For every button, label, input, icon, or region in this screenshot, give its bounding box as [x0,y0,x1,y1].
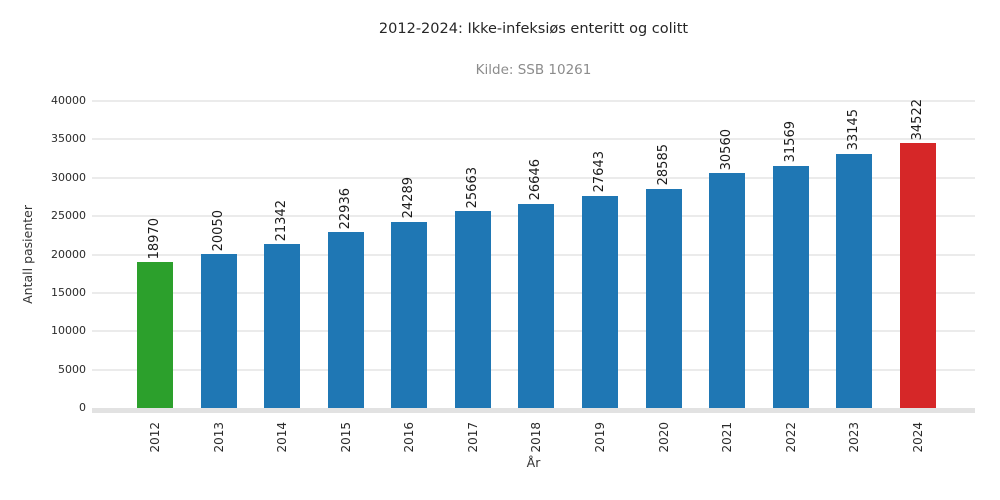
bar-value-label: 34522 [909,98,925,141]
bar-2018 [518,203,555,408]
x-tick-label: 2012 [148,422,162,453]
y-tick-label: 5000 [58,362,86,376]
plot-area: 18970 20050 21342 22936 24289 25663 26646 27643… [92,98,975,408]
bar-2013 [200,254,237,408]
bar-value-label: 26646 [528,159,544,201]
bar-2017 [454,211,491,408]
bar-value-label: 25663 [464,166,480,209]
bar-value-label: 33145 [846,109,862,151]
x-tick-label: 2014 [275,422,290,453]
x-tick-label: 2024 [910,422,925,453]
bar-value-label: 24289 [401,177,417,219]
x-tick-label: 2023 [847,422,862,453]
chart-subtitle: Kilde: SSB 10261 [475,62,592,78]
bar-value-label: 28585 [655,144,671,186]
bar-2015 [327,231,364,408]
bar-value-label: 30560 [719,129,735,171]
gridline [92,138,975,141]
x-axis-label: År [526,455,541,470]
y-tick-label: 40000 [51,94,86,107]
x-tick-label: 2016 [402,422,417,453]
y-tick-label: 35000 [51,132,86,146]
x-tick-label: 2019 [593,422,608,453]
bar-value-label: 21342 [274,199,290,242]
y-tick-label: 30000 [51,170,86,184]
y-tick-label: 15000 [51,285,86,299]
bar-2019 [582,195,619,408]
x-tick-label: 2021 [720,422,735,453]
bar-value-label: 18970 [147,218,162,260]
y-tick-label: 25000 [51,209,86,223]
bar-2021 [709,173,746,408]
x-tick-label: 2015 [338,422,353,453]
bar-2014 [264,244,301,408]
bar-2016 [391,221,428,408]
bar-2022 [772,165,809,408]
bar-2024 [899,143,936,408]
bar-2020 [645,188,682,408]
chart-title: 2012-2024: Ikke-infeksiøs enteritt og co… [378,21,689,37]
y-tick-label: 20000 [51,247,86,261]
y-tick-label: 0 [79,401,86,414]
x-axis-line [92,408,975,413]
x-tick-label: 2017 [465,422,480,453]
x-tick-label: 2018 [529,422,544,453]
gridline [92,176,975,179]
x-tick-label: 2013 [211,422,226,453]
gridline [92,100,975,102]
bar-2012 [137,262,173,408]
bar-value-label: 31569 [782,121,798,163]
y-tick-label: 10000 [51,324,86,338]
x-tick-label: 2020 [656,422,671,453]
bar-2023 [836,153,873,408]
bar-value-label: 20050 [210,209,226,252]
bar-value-label: 22936 [337,187,353,229]
x-tick-label: 2022 [783,422,798,453]
bar-value-label: 27643 [592,151,608,193]
